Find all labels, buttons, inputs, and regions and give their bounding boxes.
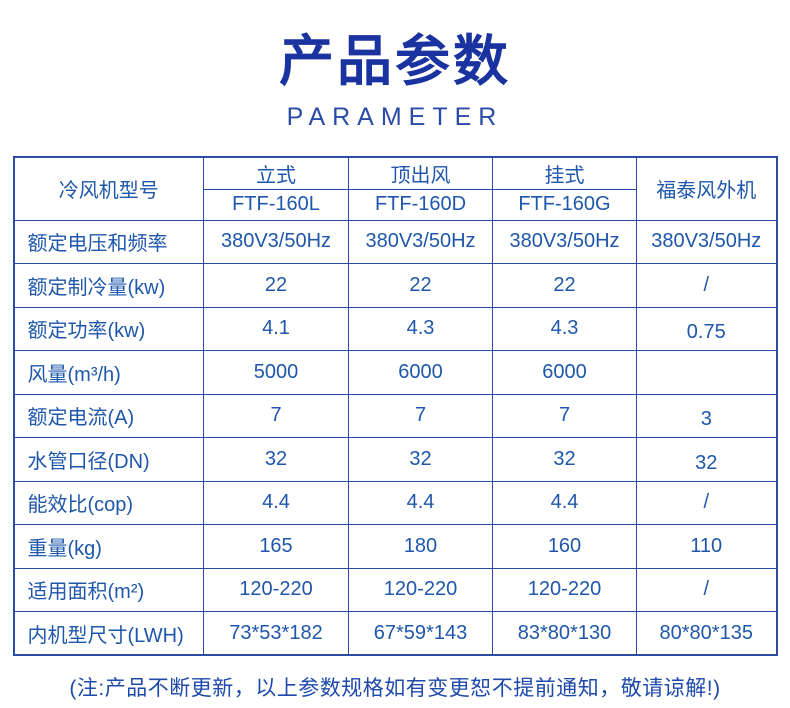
cell-value: 165 [203, 524, 349, 569]
table-row: 额定制冷量(kw) 22 22 22 / [13, 263, 777, 308]
model-column-header: 冷风机型号 [13, 156, 204, 221]
table-row: 适用面积(m²) 120-220 120-220 120-220 / [13, 567, 777, 612]
table-row: 风量(m³/h) 5000 6000 6000 [13, 350, 777, 395]
cell-value: 5000 [203, 350, 349, 395]
model-ftf-160l: FTF-160L [203, 188, 349, 221]
cell-value: 32 [348, 437, 493, 482]
cell-value: 22 [492, 263, 637, 308]
cell-value: 67*59*143 [348, 611, 493, 656]
cell-value: 380V3/50Hz [203, 219, 349, 264]
cell-value: 6000 [492, 350, 637, 395]
table-row: 额定电压和频率 380V3/50Hz 380V3/50Hz 380V3/50Hz… [13, 219, 777, 264]
cell-value [636, 350, 777, 395]
cell-value: 380V3/50Hz [492, 219, 637, 264]
table-row: 能效比(cop) 4.4 4.4 4.4 / [13, 480, 777, 525]
cell-value: 380V3/50Hz [636, 219, 777, 264]
cell-value: 4.4 [203, 480, 349, 525]
cell-value: 4.4 [492, 480, 637, 525]
cell-value: 120-220 [492, 567, 637, 612]
cell-value: 3 [636, 393, 777, 438]
row-label: 能效比(cop) [13, 480, 204, 525]
page-title: 产品参数 [278, 30, 511, 92]
cell-value: 7 [203, 393, 349, 438]
row-label: 额定功率(kw) [13, 306, 204, 351]
table-header-type-row: 冷风机型号 立式 顶出风 挂式 福泰风外机 [13, 156, 777, 221]
cell-value: 110 [636, 524, 777, 569]
column-type-vertical: 立式 [203, 156, 349, 190]
cell-value: 6000 [348, 350, 493, 395]
table-row: 额定电流(A) 7 7 7 3 [13, 393, 777, 438]
table-row: 额定功率(kw) 4.1 4.3 4.3 0.75 [13, 306, 777, 351]
cell-value: 180 [348, 524, 493, 569]
cell-value: 32 [203, 437, 349, 482]
cell-value: 4.4 [348, 480, 493, 525]
model-ftf-160g: FTF-160G [492, 188, 637, 221]
model-ftf-160d: FTF-160D [348, 188, 493, 221]
cell-value: 32 [636, 437, 777, 482]
row-label: 重量(kg) [13, 524, 204, 569]
cell-value-text: 32 [695, 451, 718, 474]
row-label: 额定电压和频率 [13, 219, 204, 264]
cell-value: 380V3/50Hz [348, 219, 493, 264]
table-header-model-row: FTF-160L FTF-160D FTF-160G [14, 188, 777, 221]
cell-value: 7 [492, 393, 637, 438]
cell-value-text: 3 [700, 408, 712, 431]
cell-value: 4.3 [492, 306, 637, 351]
table-row: 重量(kg) 165 180 160 110 [13, 524, 777, 569]
column-type-wall-mounted: 挂式 [492, 156, 637, 190]
row-label: 额定电流(A) [13, 393, 204, 438]
cell-value: 22 [203, 263, 349, 308]
cell-value: 4.1 [203, 306, 349, 351]
cell-value-text: 0.75 [686, 321, 726, 344]
footer-note: (注:产品不断更新，以上参数规格如有变更恕不提前通知，敬请谅解!) [69, 677, 721, 700]
cell-value: 7 [348, 393, 493, 438]
table-row: 水管口径(DN) 32 32 32 32 [13, 437, 777, 482]
cell-value: / [636, 263, 777, 308]
column-type-top-outlet: 顶出风 [348, 156, 493, 190]
cell-value: / [636, 567, 777, 612]
cell-value: 120-220 [348, 567, 493, 612]
row-label: 额定制冷量(kw) [13, 263, 204, 308]
row-label: 风量(m³/h) [13, 350, 204, 395]
cell-value: 22 [348, 263, 493, 308]
cell-value: 32 [492, 437, 637, 482]
row-label: 内机型尺寸(LWH) [13, 611, 204, 656]
cell-value: 4.3 [348, 306, 493, 351]
table-row: 内机型尺寸(LWH) 73*53*182 67*59*143 83*80*130… [13, 611, 777, 656]
cell-value: 120-220 [203, 567, 349, 612]
cell-value: / [636, 480, 777, 525]
cell-value: 83*80*130 [492, 611, 637, 656]
page-subtitle: PARAMETER [286, 103, 504, 131]
parameter-table: 冷风机型号 立式 顶出风 挂式 福泰风外机 FTF-160L FTF-160D … [12, 156, 778, 656]
cell-value: 80*80*135 [636, 611, 777, 656]
cell-value: 0.75 [636, 306, 777, 351]
cell-value: 160 [492, 524, 637, 569]
column-outdoor-unit: 福泰风外机 [636, 156, 777, 221]
row-label: 适用面积(m²) [13, 567, 204, 612]
cell-value: 73*53*182 [203, 611, 349, 656]
row-label: 水管口径(DN) [13, 437, 204, 482]
